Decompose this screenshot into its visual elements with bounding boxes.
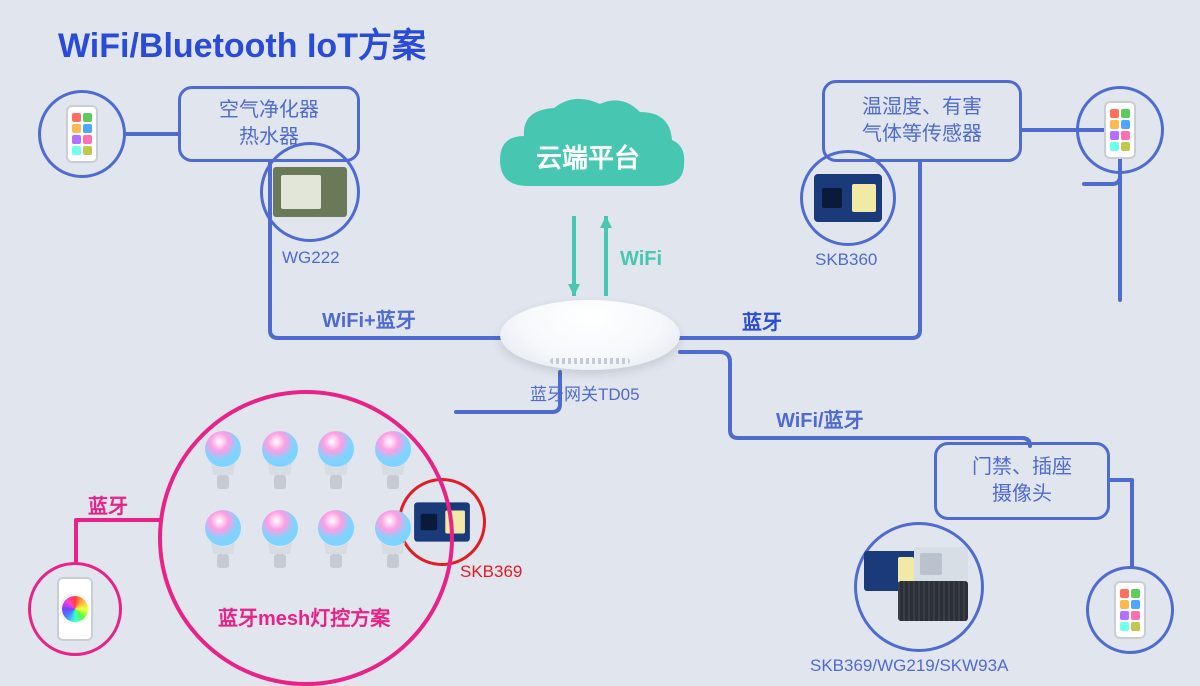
edge-label-bluetooth-left: 蓝牙 xyxy=(88,490,128,519)
chip-cluster-icon xyxy=(864,547,974,627)
module-skb369-caption: SKB369 xyxy=(460,562,522,582)
phone-bottom-left xyxy=(28,562,122,656)
chip-icon xyxy=(273,167,347,217)
phone-top-right xyxy=(1076,86,1164,174)
mesh-caption: 蓝牙mesh灯控方案 xyxy=(218,602,390,631)
module-wg222-caption: WG222 xyxy=(282,248,340,268)
gateway-disc xyxy=(500,300,680,370)
phone-bottom-right xyxy=(1086,566,1174,654)
page-title: WiFi/Bluetooth IoT方案 xyxy=(58,18,426,67)
module-skb360-caption: SKB360 xyxy=(815,250,877,270)
chip-icon xyxy=(814,174,882,222)
gateway-caption: 蓝牙网关TD05 xyxy=(530,380,640,405)
edge-label-bluetooth-right: 蓝牙 xyxy=(742,306,782,335)
module-cluster-caption: SKB369/WG219/SKW93A xyxy=(810,656,1008,676)
bulb-grid xyxy=(200,426,416,576)
module-cluster xyxy=(854,522,984,652)
gateway-device xyxy=(500,300,680,370)
phone-top-left xyxy=(38,90,126,178)
edge-label-wifi-bt-right: WiFi/蓝牙 xyxy=(776,404,864,433)
cloud-platform: 云端平台 xyxy=(488,90,688,225)
module-skb360 xyxy=(800,150,896,246)
edge-label-wifi-bt-left: WiFi+蓝牙 xyxy=(322,304,416,333)
edge-label-wifi: WiFi xyxy=(620,248,662,271)
label-box-access-camera: 门禁、插座摄像头 xyxy=(934,442,1110,520)
svg-text:云端平台: 云端平台 xyxy=(536,143,640,173)
module-wg222 xyxy=(260,142,360,242)
